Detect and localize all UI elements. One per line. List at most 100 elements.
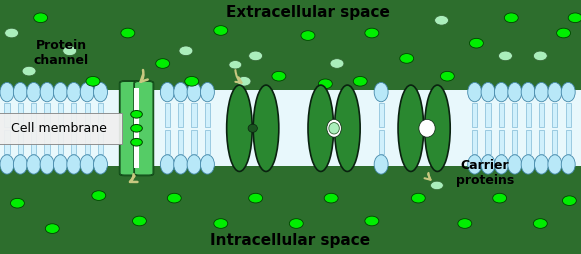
Ellipse shape: [27, 155, 41, 174]
FancyBboxPatch shape: [0, 113, 122, 144]
Ellipse shape: [318, 79, 332, 89]
Bar: [486, 103, 491, 127]
Ellipse shape: [249, 51, 263, 61]
Ellipse shape: [13, 155, 27, 174]
Ellipse shape: [494, 83, 508, 102]
Bar: [71, 103, 77, 127]
Text: Carrier
proteins: Carrier proteins: [456, 159, 514, 187]
Ellipse shape: [398, 85, 424, 171]
Ellipse shape: [548, 83, 562, 102]
Ellipse shape: [535, 155, 548, 174]
Text: Protein
channel: Protein channel: [34, 39, 88, 67]
Ellipse shape: [229, 60, 242, 69]
Ellipse shape: [469, 38, 483, 48]
Bar: [85, 130, 90, 154]
Text: Intracellular space: Intracellular space: [210, 232, 371, 248]
Ellipse shape: [481, 83, 495, 102]
Ellipse shape: [400, 54, 414, 63]
Ellipse shape: [374, 155, 388, 174]
Bar: [472, 130, 478, 154]
Ellipse shape: [27, 83, 41, 102]
Bar: [18, 130, 23, 154]
Bar: [205, 130, 210, 154]
Ellipse shape: [63, 46, 77, 56]
Ellipse shape: [94, 83, 107, 102]
Bar: [165, 130, 170, 154]
Ellipse shape: [508, 83, 522, 102]
Ellipse shape: [167, 193, 181, 203]
Bar: [526, 103, 531, 127]
Ellipse shape: [40, 83, 54, 102]
Bar: [5, 103, 9, 127]
Ellipse shape: [67, 83, 81, 102]
Ellipse shape: [13, 83, 27, 102]
Ellipse shape: [67, 155, 81, 174]
Bar: [85, 103, 90, 127]
Bar: [472, 103, 478, 127]
Ellipse shape: [249, 193, 263, 203]
Ellipse shape: [10, 198, 24, 208]
Bar: [5, 130, 9, 154]
Ellipse shape: [214, 26, 228, 35]
Bar: [98, 130, 103, 154]
Ellipse shape: [330, 59, 344, 68]
Bar: [134, 88, 139, 168]
Ellipse shape: [248, 124, 257, 132]
Ellipse shape: [494, 155, 508, 174]
Ellipse shape: [468, 155, 482, 174]
Ellipse shape: [557, 28, 571, 38]
Ellipse shape: [5, 28, 19, 38]
Ellipse shape: [521, 155, 535, 174]
Bar: [539, 130, 544, 154]
Ellipse shape: [34, 13, 48, 23]
Bar: [165, 103, 170, 127]
Ellipse shape: [419, 119, 435, 137]
Ellipse shape: [156, 59, 170, 68]
Ellipse shape: [374, 83, 388, 102]
Ellipse shape: [365, 28, 379, 38]
Ellipse shape: [493, 193, 507, 203]
Text: Extracellular space: Extracellular space: [226, 5, 390, 20]
Ellipse shape: [160, 155, 174, 174]
Bar: [18, 103, 23, 127]
Ellipse shape: [458, 219, 472, 228]
Ellipse shape: [131, 138, 142, 146]
Bar: [192, 130, 197, 154]
Ellipse shape: [468, 83, 482, 102]
Bar: [553, 103, 558, 127]
Ellipse shape: [498, 51, 512, 61]
Bar: [379, 103, 384, 127]
Bar: [71, 130, 77, 154]
Bar: [44, 103, 50, 127]
Ellipse shape: [411, 193, 425, 203]
Ellipse shape: [214, 219, 228, 228]
Ellipse shape: [272, 71, 286, 81]
Bar: [58, 103, 63, 127]
Ellipse shape: [365, 216, 379, 226]
Ellipse shape: [521, 83, 535, 102]
Ellipse shape: [301, 31, 315, 40]
Ellipse shape: [440, 71, 454, 81]
Ellipse shape: [425, 85, 450, 171]
Bar: [31, 130, 37, 154]
Bar: [178, 130, 184, 154]
Bar: [44, 130, 50, 154]
Ellipse shape: [289, 219, 303, 228]
Ellipse shape: [335, 85, 360, 171]
Bar: [192, 103, 197, 127]
Ellipse shape: [80, 83, 94, 102]
Ellipse shape: [431, 181, 443, 189]
Ellipse shape: [435, 15, 449, 25]
Bar: [499, 130, 504, 154]
Bar: [566, 130, 571, 154]
Ellipse shape: [185, 76, 199, 86]
Ellipse shape: [508, 155, 522, 174]
Bar: [486, 130, 491, 154]
Ellipse shape: [121, 28, 135, 38]
Ellipse shape: [533, 51, 547, 61]
Bar: [539, 103, 544, 127]
Ellipse shape: [253, 85, 279, 171]
Ellipse shape: [131, 110, 142, 118]
Ellipse shape: [160, 83, 174, 102]
Ellipse shape: [561, 155, 575, 174]
